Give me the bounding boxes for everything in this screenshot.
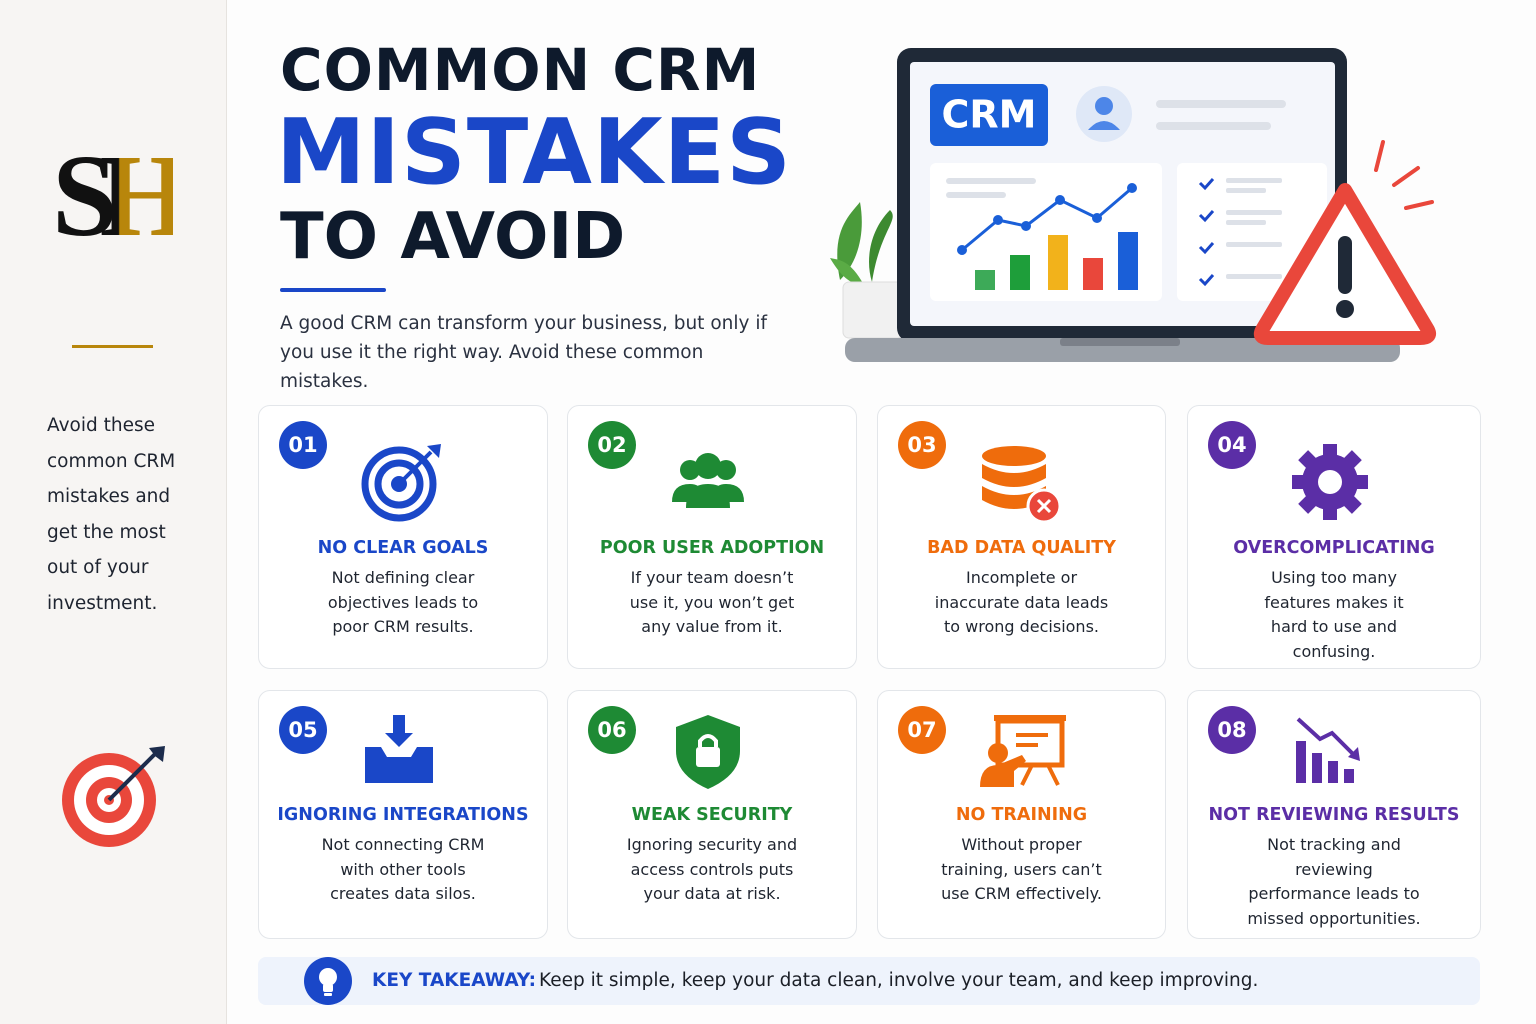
card-description: Not tracking and reviewing performance l… bbox=[1247, 835, 1421, 928]
card-number: 04 bbox=[1208, 421, 1256, 469]
card-title: WEAK SECURITY bbox=[631, 805, 793, 825]
mistake-card: 07 NO TRAINING Without proper training, us… bbox=[877, 690, 1166, 939]
key-takeaway: KEY TAKEAWAY: Keep it simple, keep your … bbox=[258, 957, 1480, 1005]
divider bbox=[72, 345, 153, 348]
card-number: 08 bbox=[1208, 706, 1256, 754]
card-title: OVERCOMPLICATING bbox=[1233, 538, 1435, 558]
takeaway-text: Keep it simple, keep your data clean, in… bbox=[539, 970, 1259, 991]
bulb-icon bbox=[304, 957, 352, 1005]
target-icon bbox=[62, 746, 165, 847]
mistake-card: 04 OVERCOMPLICATING Using too many feature… bbox=[1187, 405, 1481, 669]
sidebar: SH Avoid these common CRM mistakes and g… bbox=[0, 0, 227, 1024]
title-line: MISTAKES bbox=[276, 100, 792, 205]
title-line: COMMON CRM bbox=[280, 36, 761, 104]
card-title: BAD DATA QUALITY bbox=[927, 538, 1116, 558]
card-title: IGNORING INTEGRATIONS bbox=[277, 805, 529, 825]
card-icon bbox=[1292, 444, 1368, 520]
card-number: 05 bbox=[279, 706, 327, 754]
card-number: 03 bbox=[898, 421, 946, 469]
card-number: 06 bbox=[588, 706, 636, 754]
mistake-card: 01 NO CLEAR GOALS Not defining clear objec… bbox=[258, 405, 548, 669]
intro: A good CRM can transform your business, … bbox=[280, 313, 767, 392]
card-icon bbox=[672, 453, 744, 508]
card-description: Not connecting CRM with other tools crea… bbox=[321, 835, 485, 903]
card-title: POOR USER ADOPTION bbox=[599, 538, 825, 558]
card-description: Ignoring security and access controls pu… bbox=[626, 835, 798, 903]
mistake-card: 02 POOR USER ADOPTION If your team doesn’t… bbox=[567, 405, 857, 669]
crm-label: CRM bbox=[942, 93, 1037, 137]
card-description: Without proper training, users can’t use… bbox=[941, 835, 1102, 903]
card-description: Not defining clear objectives leads to p… bbox=[327, 568, 479, 636]
mistake-card: 06 WEAK SECURITY Ignoring security and acc… bbox=[567, 690, 857, 939]
card-icon bbox=[676, 715, 740, 789]
card-title: NOT REVIEWING RESULTS bbox=[1208, 805, 1460, 825]
title-underline bbox=[280, 288, 386, 292]
card-icon bbox=[1296, 717, 1360, 783]
laptop-illustration: CRM bbox=[830, 48, 1436, 362]
card-number: 02 bbox=[588, 421, 636, 469]
card-title: NO TRAINING bbox=[955, 805, 1088, 825]
card-number: 07 bbox=[898, 706, 946, 754]
mistake-card: 03 BAD DATA QUALITY Incomplete or inaccura… bbox=[877, 405, 1166, 669]
sidebar-text: Avoid these common CRM mistakes and get … bbox=[47, 415, 176, 614]
card-icon bbox=[979, 715, 1066, 787]
logo: SH bbox=[52, 128, 191, 264]
card-title: NO CLEAR GOALS bbox=[317, 538, 489, 558]
card-icon bbox=[361, 444, 441, 522]
card-icon bbox=[981, 446, 1061, 522]
takeaway-label: KEY TAKEAWAY: bbox=[372, 970, 537, 991]
title-line: TO AVOID bbox=[280, 200, 626, 274]
mistake-card: 05 IGNORING INTEGRATIONS Not connecting CR… bbox=[258, 690, 548, 939]
card-description: Incomplete or inaccurate data leads to w… bbox=[934, 568, 1109, 636]
card-description: If your team doesn’t use it, you won’t g… bbox=[629, 568, 795, 636]
card-number: 01 bbox=[279, 421, 327, 469]
card-description: Using too many features makes it hard to… bbox=[1264, 568, 1404, 661]
mistake-card: 08 NOT REVIEWING RESULTS Not tracking and … bbox=[1187, 690, 1481, 939]
card-icon bbox=[365, 715, 433, 783]
